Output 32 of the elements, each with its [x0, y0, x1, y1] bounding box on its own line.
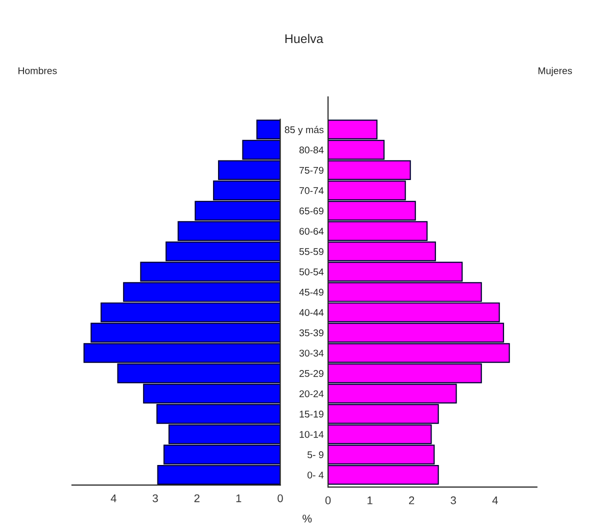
- y-tick-label: 45-49: [299, 288, 324, 296]
- y-tick-label: 50-54: [299, 268, 324, 276]
- x-tick-label: 2: [409, 496, 414, 504]
- y-tick-label: 20-24: [300, 390, 324, 398]
- x-tick-label: 0: [325, 496, 331, 504]
- y-tick-label: 80-84: [299, 146, 324, 154]
- y-tick-label: 55-59: [299, 248, 324, 256]
- x-tick-label: 1: [236, 494, 242, 502]
- y-tick-label: 40-44: [299, 309, 324, 316]
- y-tick-label: 25-29: [300, 370, 324, 377]
- x-axis-title: %: [302, 514, 312, 522]
- text: Hombres: [18, 67, 57, 74]
- y-tick-label: 10-14: [300, 430, 324, 438]
- x-tick-label: 1: [368, 496, 372, 504]
- x-tick-label: 3: [152, 494, 158, 502]
- y-tick-label: 30-34: [299, 350, 324, 357]
- chart-title: Huelva: [285, 34, 324, 44]
- x-tick-label: 3: [450, 496, 456, 504]
- x-tick-label: 4: [110, 494, 116, 502]
- y-tick-label: 35-39: [299, 329, 324, 336]
- y-tick-label: 65-69: [300, 207, 324, 214]
- x-tick-label: 2: [194, 494, 200, 502]
- y-tick-label: 70-74: [300, 187, 324, 194]
- y-tick-label: 85 y más: [284, 126, 324, 136]
- y-tick-label: 60-64: [300, 228, 324, 235]
- y-tick-label: 15-19: [300, 410, 324, 418]
- text: Mujeres: [538, 67, 572, 76]
- y-tick-label: 0- 4: [308, 472, 324, 478]
- x-tick-label: 0: [278, 494, 283, 502]
- y-tick-label: 75-79: [300, 166, 324, 174]
- x-tick-label: 4: [492, 496, 498, 504]
- y-tick-label: 5- 9: [308, 451, 324, 458]
